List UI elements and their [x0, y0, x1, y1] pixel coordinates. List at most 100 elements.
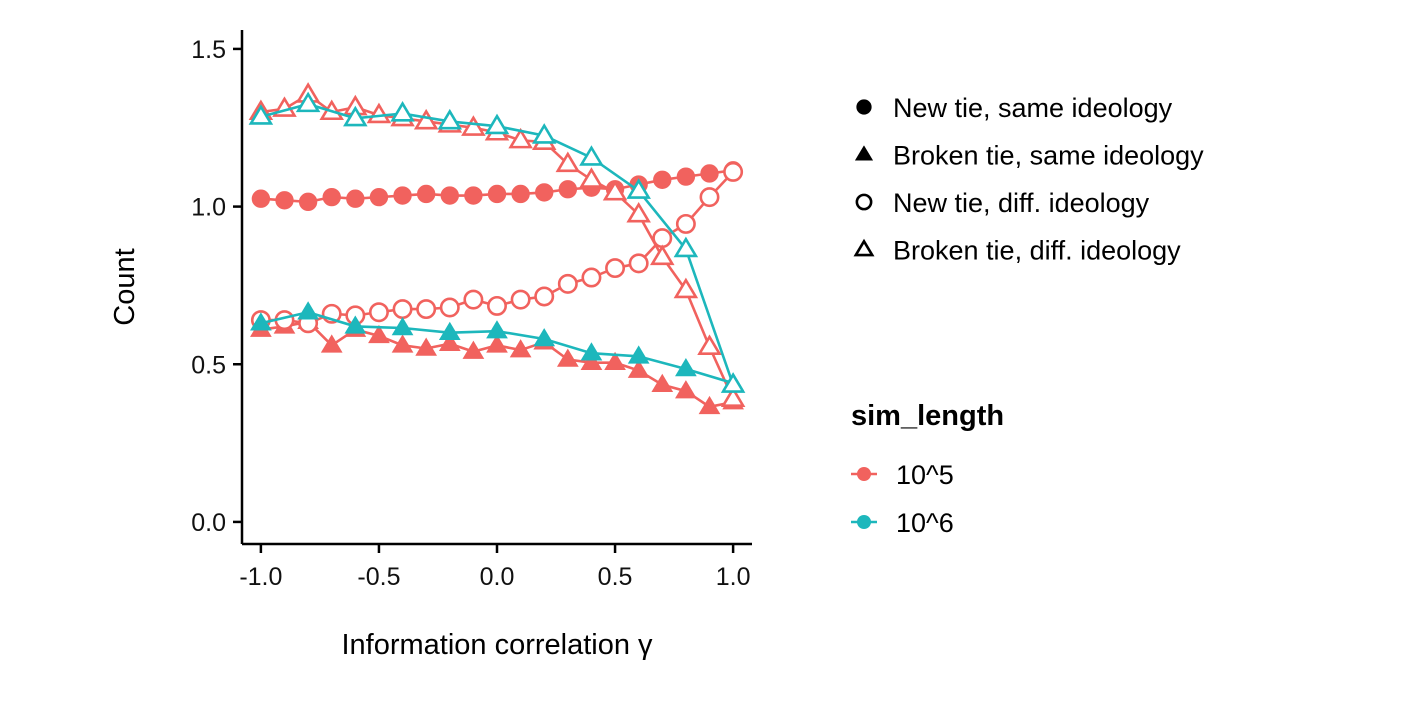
- x-tick-label: -1.0: [239, 563, 282, 591]
- data-point: [627, 345, 650, 364]
- data-point: [248, 104, 274, 125]
- color-legend-label: 10^6: [896, 508, 954, 538]
- ticks: -1.0 -0.5 0.0 0.5 1.0 0.0 0.5 1.0 1.5: [191, 36, 750, 591]
- data-point: [416, 184, 436, 204]
- data-point: [462, 340, 485, 359]
- x-tick-label: -0.5: [357, 563, 400, 591]
- data-point: [675, 213, 696, 234]
- data-point: [413, 108, 439, 130]
- data-point: [464, 186, 483, 205]
- data-point: [556, 348, 579, 367]
- data-point: [650, 244, 675, 266]
- shape-legend-label: Broken tie, diff. ideology: [893, 236, 1181, 266]
- y-axis-title: Count: [109, 248, 141, 325]
- y-tick-label: 0.0: [191, 509, 226, 537]
- data-point: [343, 105, 368, 127]
- data-point: [369, 187, 389, 207]
- legend-key-open-circle: [855, 193, 873, 211]
- x-axis-title: Information correlation γ: [341, 629, 653, 661]
- data-point: [463, 289, 484, 310]
- data-point: [675, 380, 697, 399]
- data-point: [486, 334, 508, 353]
- y-tick-label: 0.5: [191, 351, 226, 379]
- series-group: [251, 161, 743, 212]
- shape-legend-label: New tie, same ideology: [893, 93, 1173, 123]
- data-point: [698, 395, 721, 415]
- data-point: [509, 339, 532, 358]
- data-point: [604, 351, 626, 370]
- data-point: [580, 342, 603, 361]
- data-point: [531, 123, 557, 144]
- data-point: [579, 145, 604, 166]
- data-point: [675, 358, 697, 377]
- data-point: [720, 372, 746, 393]
- shape-legend: New tie, same ideology Broken tie, same i…: [853, 93, 1204, 266]
- x-tick-label: 1.0: [716, 563, 751, 591]
- data-point: [535, 183, 554, 202]
- legend-key-filled-circle: [856, 99, 872, 115]
- data-point: [579, 167, 604, 188]
- data-point: [391, 334, 414, 353]
- data-point: [676, 167, 696, 186]
- data-point: [346, 189, 365, 208]
- data-point: [653, 170, 672, 189]
- data-point: [461, 115, 486, 136]
- data-point: [391, 317, 414, 336]
- data-point: [651, 373, 674, 393]
- data-point: [534, 286, 555, 307]
- color-legend-key-dot: [857, 515, 871, 529]
- data-point: [390, 101, 415, 122]
- data-point: [511, 184, 530, 204]
- data-point: [484, 113, 510, 135]
- data-point: [344, 315, 367, 334]
- data-point: [723, 161, 744, 182]
- data-point: [628, 253, 649, 274]
- data-point: [416, 299, 437, 320]
- data-point: [508, 127, 533, 149]
- color-legend: sim_length 10^5 10^6: [851, 400, 1004, 538]
- data-point: [580, 351, 603, 370]
- legend-key-open-triangle: [853, 238, 875, 257]
- data-point: [555, 151, 581, 173]
- data-point: [437, 108, 463, 130]
- data-point: [392, 299, 413, 320]
- data-point: [602, 179, 628, 201]
- data-point: [275, 191, 294, 210]
- data-point: [368, 324, 390, 344]
- data-point: [415, 337, 438, 356]
- data-point: [368, 302, 389, 323]
- data-point: [581, 267, 602, 288]
- data-point: [605, 258, 626, 279]
- data-point: [486, 320, 508, 339]
- data-point: [673, 236, 699, 258]
- data-point: [673, 277, 699, 299]
- data-point: [297, 301, 319, 320]
- data-point: [700, 164, 719, 183]
- legend-key-filled-triangle: [854, 145, 874, 161]
- data-point: [557, 273, 578, 294]
- data-point: [627, 359, 650, 378]
- data-point: [510, 289, 531, 310]
- data-point: [251, 189, 271, 208]
- data-point: [440, 186, 459, 205]
- y-tick-label: 1.5: [191, 36, 226, 64]
- x-tick-label: 0.5: [598, 563, 633, 591]
- data-point: [250, 312, 272, 331]
- data-point: [295, 91, 321, 113]
- data-point: [699, 187, 720, 208]
- color-legend-label: 10^5: [896, 460, 954, 490]
- data-point: [720, 386, 746, 408]
- data-point: [393, 186, 412, 205]
- shape-legend-label: Broken tie, same ideology: [893, 141, 1204, 171]
- data-point: [320, 334, 343, 353]
- shape-legend-label: New tie, diff. ideology: [893, 188, 1150, 218]
- data-point: [322, 187, 341, 207]
- color-legend-key-dot: [857, 467, 871, 481]
- data-point: [626, 178, 651, 199]
- data-point: [626, 201, 651, 223]
- series-group: [250, 161, 744, 334]
- x-tick-label: 0.0: [480, 563, 515, 591]
- color-legend-title: sim_length: [851, 400, 1004, 432]
- plot-area: [248, 82, 746, 415]
